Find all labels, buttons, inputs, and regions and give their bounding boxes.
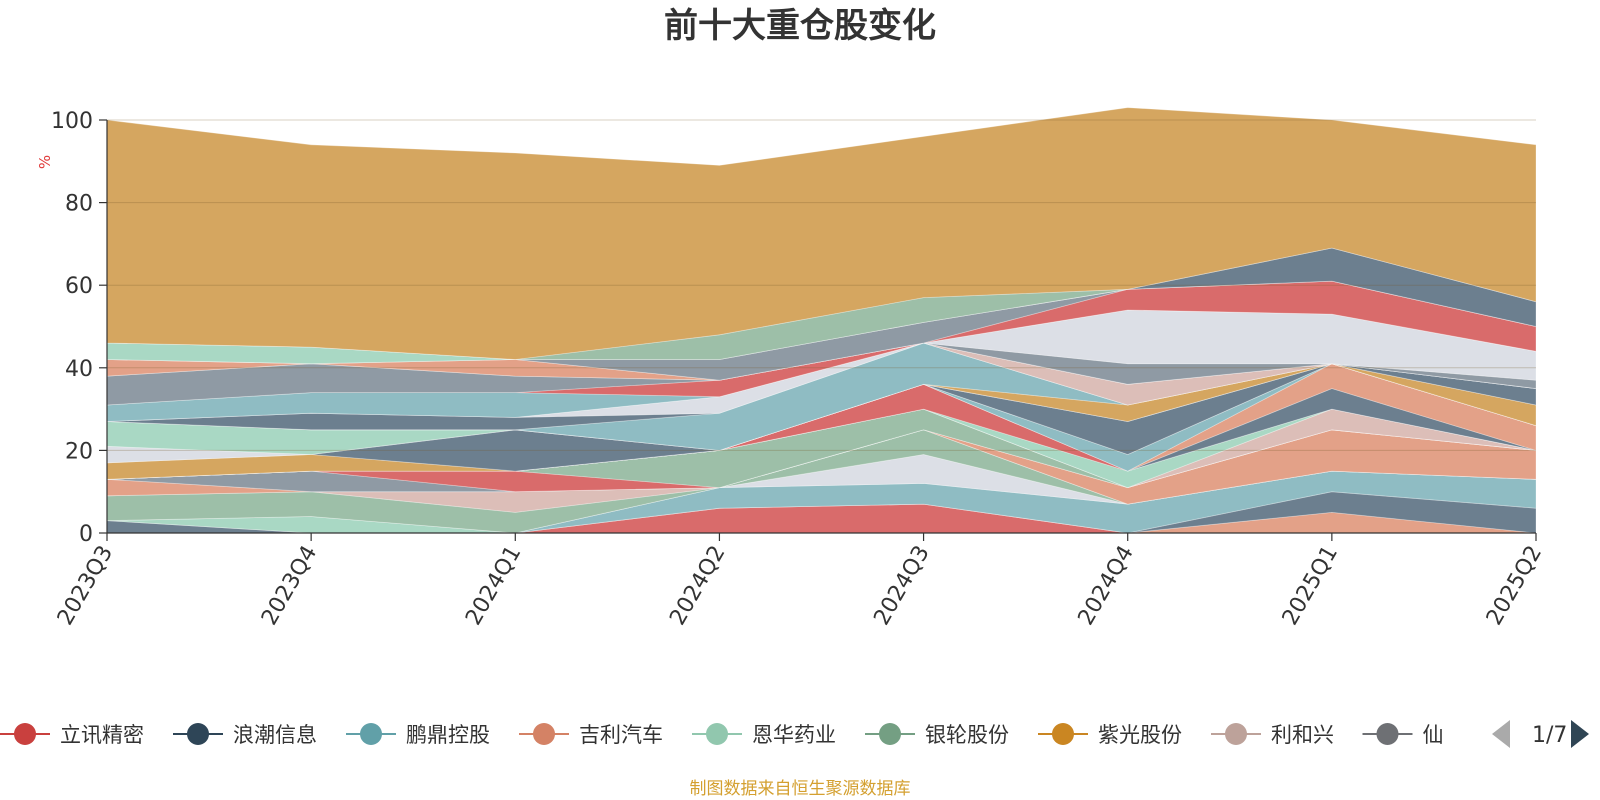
area-series-21 — [106, 363, 1537, 464]
x-tick-label: 2024Q3 — [869, 542, 934, 630]
legend-label: 紫光股份 — [1098, 723, 1182, 747]
area-series-22 — [106, 363, 1537, 455]
y-tick-label: 60 — [65, 274, 93, 299]
legend-item[interactable]: 浪潮信息 — [173, 723, 317, 747]
x-tick-label: 2025Q2 — [1482, 542, 1547, 630]
legend-label: 利和兴 — [1271, 723, 1334, 747]
legend-marker-icon — [706, 723, 728, 745]
y-axis-unit: % — [36, 155, 54, 169]
legend-item[interactable]: 立讯精密 — [0, 723, 144, 747]
x-tick-label: 2024Q2 — [665, 542, 730, 630]
y-tick-label: 80 — [65, 192, 93, 217]
legend-item[interactable]: 紫光股份 — [1038, 723, 1182, 747]
legend-item[interactable]: 恩华药业 — [692, 723, 836, 747]
legend-marker-icon — [360, 723, 382, 745]
x-tick-label: 2025Q1 — [1278, 542, 1343, 630]
legend-label: 立讯精密 — [60, 723, 144, 747]
y-tick-label: 20 — [65, 439, 93, 464]
area-series-23 — [106, 363, 1537, 451]
legend-marker-icon — [1052, 723, 1074, 745]
y-tick-label: 100 — [51, 109, 93, 134]
legend-label: 浪潮信息 — [233, 723, 317, 747]
pager-prev-icon[interactable] — [1492, 720, 1510, 748]
legend-marker-icon — [1376, 723, 1399, 745]
legend-item[interactable]: 银轮股份 — [865, 723, 1009, 747]
gridlines — [107, 119, 1536, 451]
legend-pager: 1/7 — [1492, 720, 1589, 748]
legend-label: 鹏鼎控股 — [406, 723, 490, 747]
legend-label: 仙 — [1423, 723, 1444, 747]
legend-marker-icon — [879, 723, 901, 745]
area-series-32 — [106, 309, 1537, 381]
legend-marker-icon — [187, 723, 209, 745]
area-series-38 — [106, 107, 1537, 360]
legend: 立讯精密 浪潮信息 鹏鼎控股 吉利汽车 恩华药业 银轮股份 紫光股份 利和兴 仙 — [0, 723, 1444, 747]
y-tick-label: 0 — [79, 522, 93, 547]
x-tick-label: 2023Q3 — [53, 542, 118, 630]
y-tick-label: 40 — [65, 357, 93, 382]
legend-marker-icon — [1225, 723, 1247, 745]
pager-page-indicator: 1/7 — [1532, 723, 1567, 748]
pager-next-icon[interactable] — [1571, 720, 1589, 748]
chart-title: 前十大重仓股变化 — [664, 6, 936, 46]
legend-item[interactable]: 利和兴 — [1211, 723, 1334, 747]
area-series-30 — [106, 342, 1537, 406]
legend-marker-icon — [533, 723, 555, 745]
legend-label: 恩华药业 — [752, 723, 836, 747]
legend-item[interactable]: 鹏鼎控股 — [346, 723, 490, 747]
x-tick-label: 2023Q4 — [257, 542, 322, 630]
x-tick-label: 2024Q1 — [461, 542, 526, 630]
area-series-33 — [106, 280, 1537, 381]
legend-item[interactable]: 吉利汽车 — [519, 723, 663, 747]
legend-label: 吉利汽车 — [579, 723, 663, 747]
legend-item[interactable]: 仙 — [1362, 723, 1444, 747]
stacked-area-layers — [106, 107, 1537, 534]
x-tick-label: 2024Q4 — [1074, 542, 1139, 630]
legend-label: 银轮股份 — [925, 723, 1009, 747]
source-note: 制图数据来自恒生聚源数据库 — [690, 779, 911, 799]
legend-marker-icon — [14, 723, 36, 745]
